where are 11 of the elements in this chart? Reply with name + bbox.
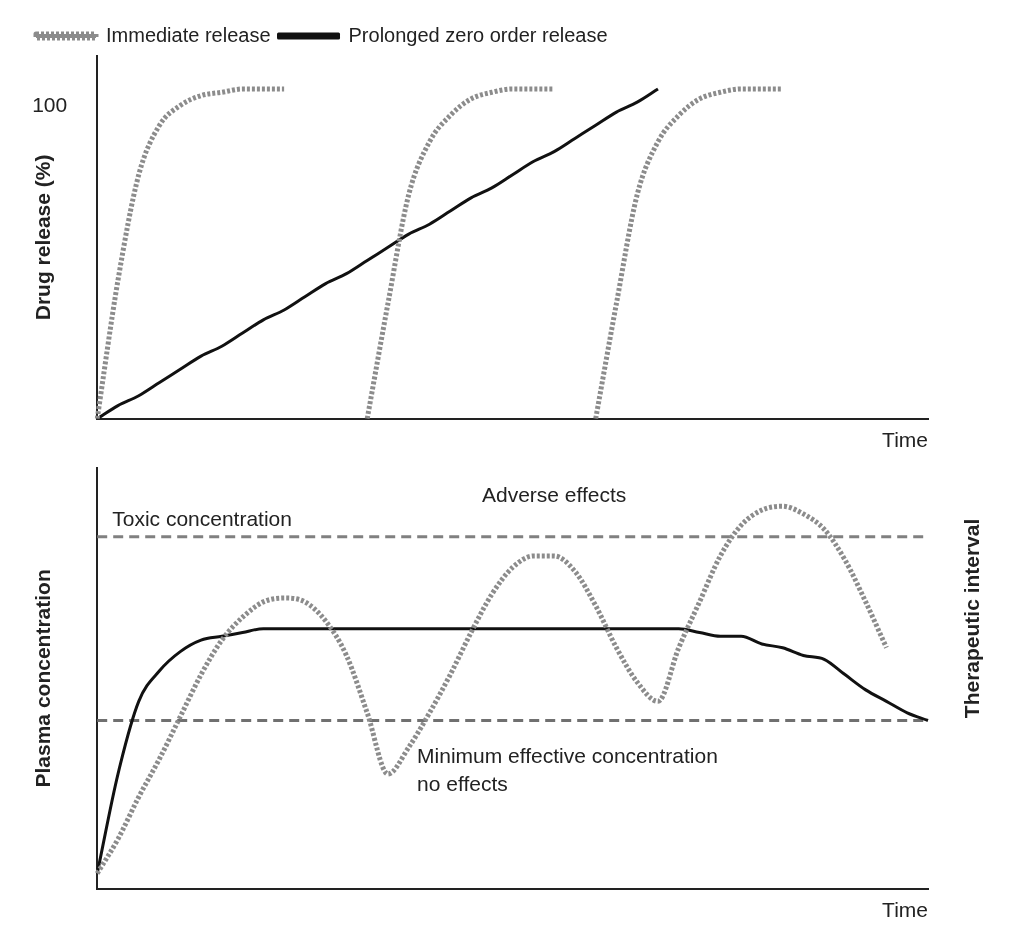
legend-label: Immediate release bbox=[106, 23, 271, 46]
y2-axis-title: Therapeutic interval bbox=[959, 518, 983, 719]
text: 100 bbox=[32, 92, 68, 116]
y-axis-title: Plasma concentration bbox=[31, 569, 55, 788]
ref-line-label: Toxic concentration bbox=[112, 507, 292, 531]
x-axis-title: Time bbox=[882, 898, 928, 922]
legend-label: Prolonged zero order release bbox=[348, 23, 608, 46]
x-axis-title: Time bbox=[882, 428, 928, 452]
y-axis-title: Drug release (%) bbox=[31, 154, 55, 321]
annotation: Adverse effects bbox=[481, 483, 627, 507]
ref-line-label: Minimum effective concentration no effects bbox=[417, 743, 718, 795]
